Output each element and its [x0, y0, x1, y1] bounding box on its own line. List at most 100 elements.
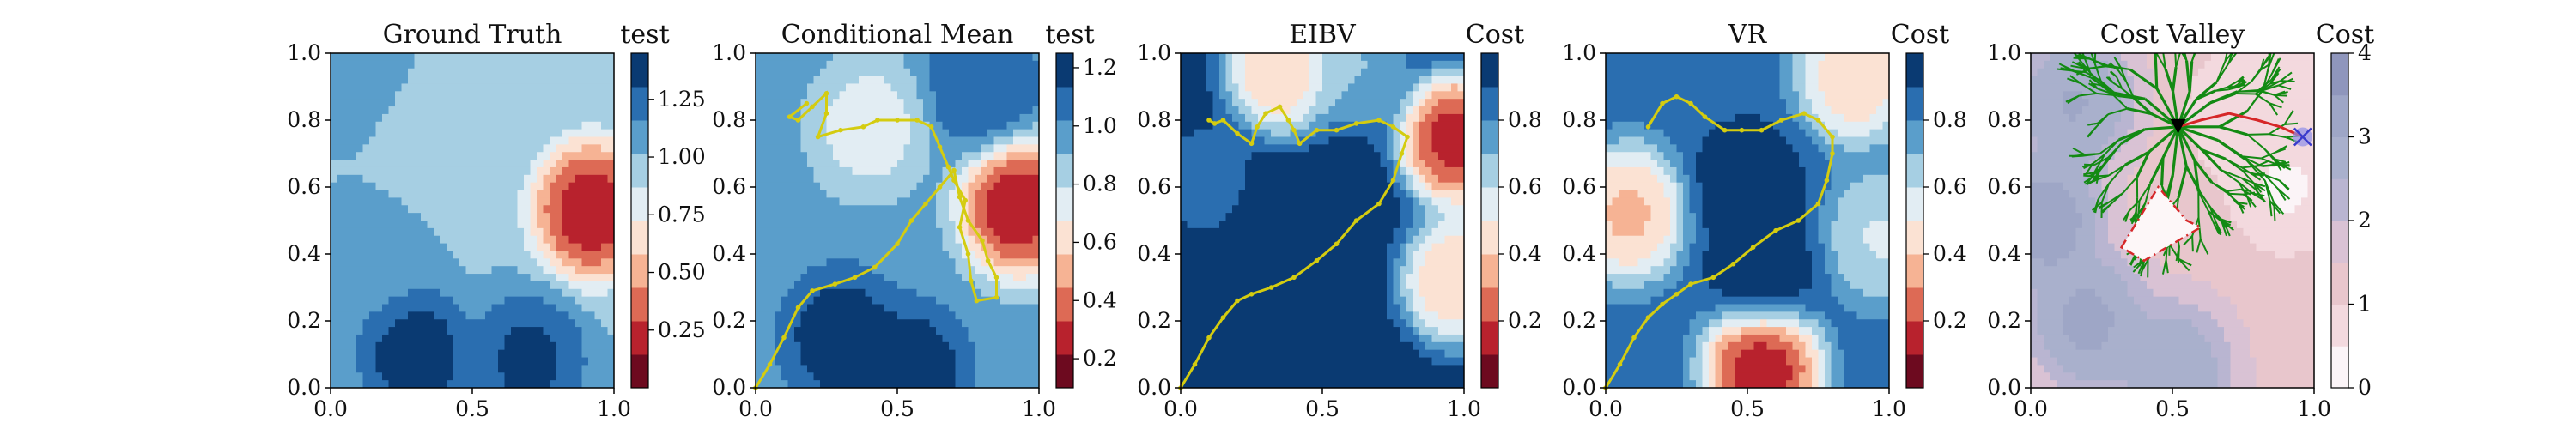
heatmap-cell	[762, 160, 769, 168]
heatmap-cell	[594, 274, 602, 282]
heatmap-cell	[1181, 304, 1188, 312]
heatmap-cell	[362, 365, 370, 373]
heatmap-cell	[1251, 205, 1259, 214]
heatmap-cell	[993, 319, 1001, 328]
heatmap-cell	[395, 205, 403, 214]
heatmap-cell	[1000, 76, 1008, 85]
heatmap-cell	[878, 166, 885, 176]
heatmap-cell	[1297, 106, 1304, 115]
heatmap-cell	[1206, 53, 1214, 62]
heatmap-cell	[890, 221, 898, 229]
heatmap-cell	[465, 304, 473, 312]
heatmap-cell	[485, 83, 493, 92]
heatmap-cell	[1232, 365, 1240, 373]
heatmap-cell	[1225, 129, 1233, 138]
heatmap-cell	[524, 99, 532, 107]
heatmap-cell	[388, 91, 396, 100]
heatmap-cell	[993, 380, 1001, 388]
heatmap-cell	[337, 53, 344, 62]
heatmap-cell	[434, 68, 441, 77]
heatmap-cell	[530, 349, 538, 359]
heatmap-cell	[872, 251, 879, 259]
colorbar-band	[631, 254, 648, 288]
heatmap-cell	[491, 365, 499, 373]
heatmap-cell	[581, 68, 589, 77]
heatmap-cell	[936, 121, 944, 130]
heatmap-cell	[517, 53, 525, 62]
heatmap-cell	[594, 221, 602, 229]
heatmap-cell	[562, 174, 570, 184]
heatmap-cell	[401, 160, 409, 168]
heatmap-cell	[1258, 197, 1266, 206]
heatmap-cell	[1315, 60, 1323, 69]
heatmap-cell	[369, 357, 377, 366]
heatmap-cell	[781, 166, 789, 176]
heatmap-cell	[465, 129, 473, 138]
heatmap-cell	[846, 60, 854, 69]
heatmap-cell	[1245, 60, 1253, 69]
heatmap-cell	[820, 296, 828, 305]
heatmap-cell	[447, 190, 454, 199]
heatmap-cell	[1032, 60, 1039, 69]
heatmap-cell	[427, 288, 434, 298]
heatmap-cell	[872, 144, 879, 153]
heatmap-cell	[897, 227, 905, 237]
heatmap-cell	[504, 319, 512, 328]
heatmap-cell	[331, 365, 338, 373]
heatmap-cell	[820, 121, 828, 130]
heatmap-cell	[1194, 76, 1201, 85]
heatmap-cell	[427, 190, 434, 199]
heatmap-cell	[1251, 197, 1259, 206]
heatmap-cell	[601, 251, 609, 259]
heatmap-cell	[897, 113, 905, 123]
heatmap-cell	[588, 296, 596, 305]
heatmap-cell	[1019, 152, 1027, 160]
heatmap-cell	[929, 266, 937, 275]
heatmap-cell	[530, 341, 538, 351]
heatmap-cell	[511, 304, 519, 312]
heatmap-cell	[859, 113, 866, 123]
heatmap-cell	[807, 227, 815, 237]
heatmap-cell	[421, 205, 428, 214]
heatmap-cell	[568, 380, 576, 388]
heatmap-cell	[839, 334, 847, 343]
heatmap-cell	[498, 205, 506, 214]
heatmap-cell	[826, 106, 834, 115]
heatmap-cell	[1212, 258, 1220, 267]
heatmap-cell	[800, 334, 808, 343]
heatmap-cell	[1200, 334, 1207, 343]
heatmap-cell	[1013, 235, 1021, 245]
heatmap-cell	[993, 144, 1001, 153]
heatmap-cell	[1206, 99, 1214, 107]
heatmap-cell	[447, 160, 454, 168]
heatmap-cell	[382, 251, 390, 259]
heatmap-cell	[447, 106, 454, 115]
heatmap-cell	[903, 349, 911, 359]
heatmap-cell	[369, 166, 377, 176]
heatmap-cell	[1212, 288, 1220, 298]
heatmap-cell	[331, 296, 338, 305]
heatmap-cell	[465, 311, 473, 320]
heatmap-cell	[826, 274, 834, 282]
heatmap-cell	[382, 372, 390, 381]
heatmap-cell	[491, 304, 499, 312]
heatmap-cell	[1284, 91, 1291, 100]
heatmap-cell	[1026, 235, 1034, 245]
path-waypoint	[795, 305, 801, 311]
heatmap-cell	[1206, 205, 1214, 214]
heatmap-cell	[1258, 213, 1266, 221]
heatmap-cell	[375, 296, 383, 305]
heatmap-cell	[897, 281, 905, 290]
heatmap-cell	[981, 136, 988, 145]
path-waypoint	[969, 278, 974, 284]
heatmap-cell	[1019, 197, 1027, 206]
heatmap-cell	[1303, 365, 1310, 373]
heatmap-cell	[453, 76, 460, 85]
heatmap-cell	[401, 136, 409, 145]
heatmap-cell	[1006, 136, 1014, 145]
heatmap-cell	[975, 152, 982, 160]
heatmap-cell	[543, 365, 550, 373]
heatmap-cell	[1245, 83, 1253, 92]
heatmap-cell	[1026, 166, 1034, 176]
heatmap-cell	[447, 365, 454, 373]
